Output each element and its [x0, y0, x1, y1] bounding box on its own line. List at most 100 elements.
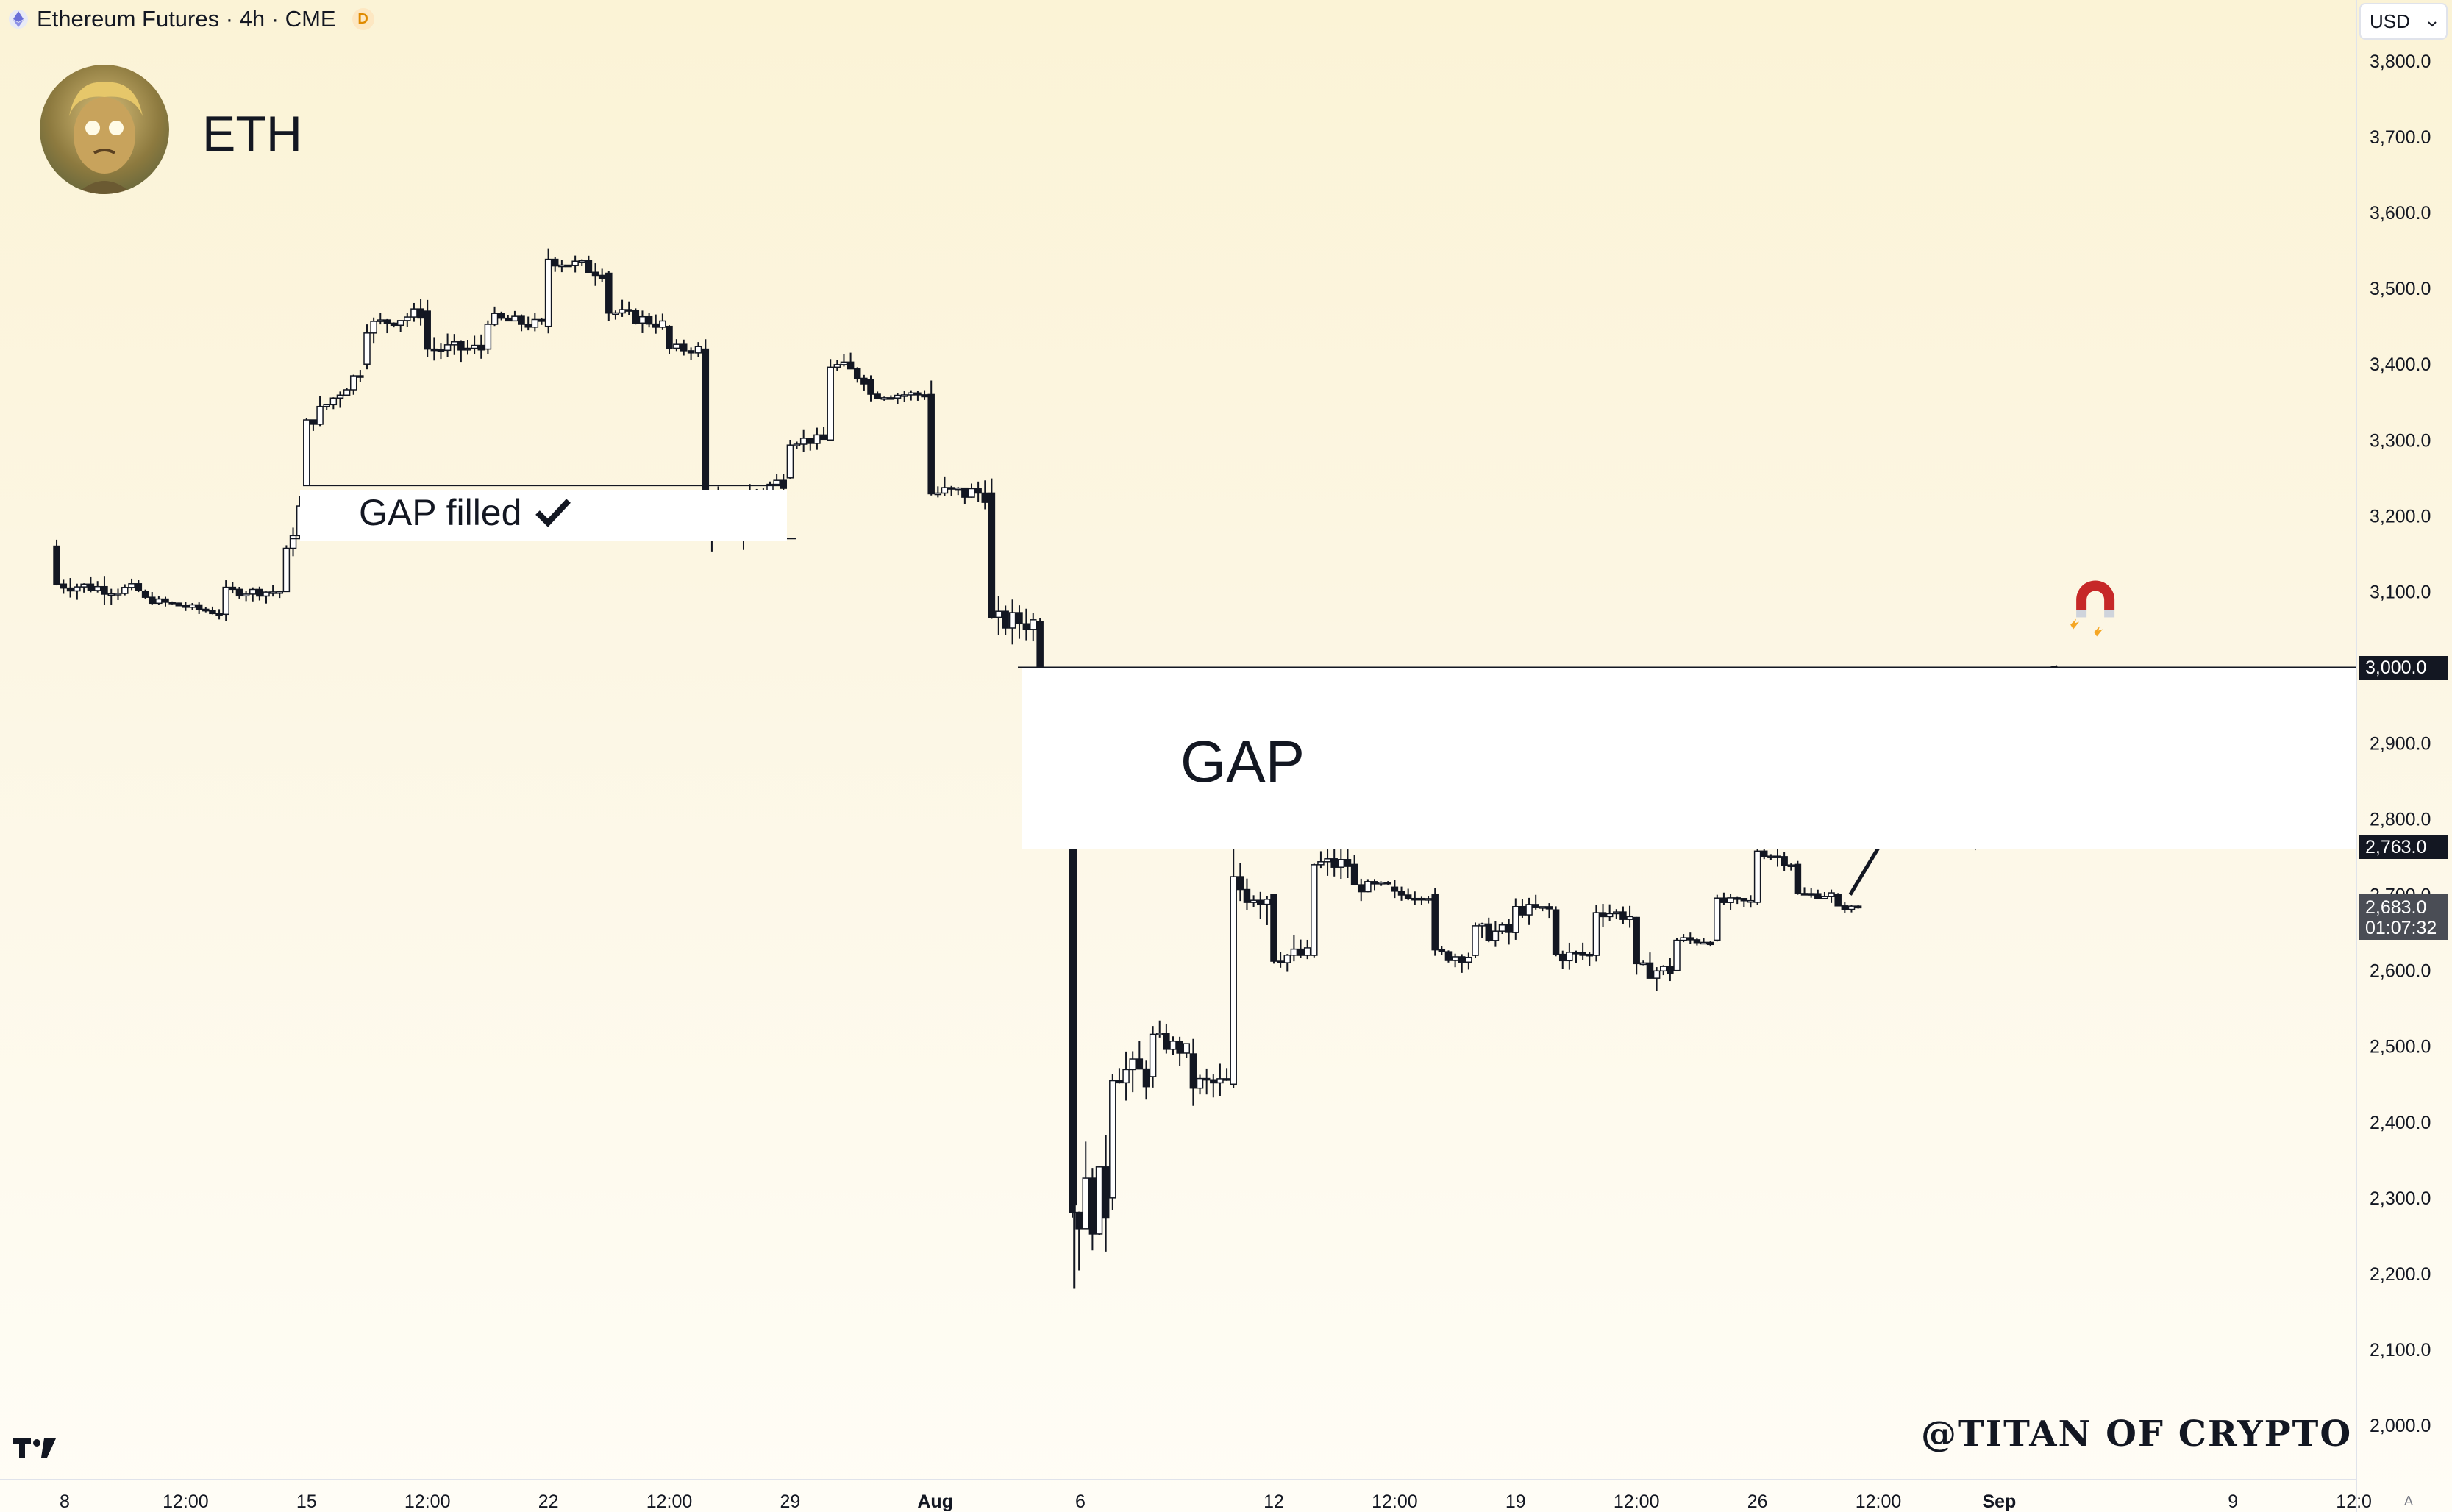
tradingview-logo-icon[interactable]	[13, 1436, 60, 1464]
watermark: @TITAN OF CRYPTO	[1921, 1413, 2353, 1455]
currency-label: USD	[2370, 10, 2410, 32]
candle-down	[175, 602, 183, 607]
candle-down	[1071, 846, 1077, 1206]
candle-up	[410, 308, 418, 318]
candle-down	[1202, 1077, 1211, 1081]
candle-down	[1572, 952, 1580, 955]
candle-down	[1002, 610, 1009, 629]
candle-up	[1129, 1058, 1136, 1071]
candle-up	[1283, 955, 1291, 963]
candle-up	[954, 487, 962, 491]
candle-up	[349, 375, 357, 391]
candle-down	[1854, 905, 1862, 909]
candle-down	[148, 596, 156, 605]
auto-scale-button[interactable]: A	[2403, 1494, 2413, 1508]
candle-up	[1290, 948, 1298, 956]
current-price-tag: 2,683.0 01:07:32	[2359, 894, 2448, 940]
candle-up	[694, 346, 702, 354]
candle-down	[235, 588, 243, 597]
candle-up	[128, 583, 135, 588]
candle-up	[396, 320, 404, 327]
magnet-tip-left	[2076, 610, 2087, 618]
candle-down	[1236, 876, 1244, 891]
candle-down	[1016, 612, 1023, 625]
candle-up	[316, 405, 324, 425]
candle-up	[1183, 1043, 1191, 1054]
candle-up	[484, 324, 492, 350]
y-tick-label: 3,400.0	[2370, 354, 2431, 375]
symbol-title[interactable]: Ethereum Futures · 4h · CME	[37, 6, 336, 32]
candle-down	[1807, 893, 1815, 896]
candle-up	[571, 260, 579, 266]
candle-up	[1109, 1080, 1116, 1199]
candle-up	[363, 332, 371, 365]
candle-up	[900, 394, 908, 397]
candle-up	[1512, 905, 1519, 933]
candle-down	[632, 310, 640, 324]
candle-down	[1774, 855, 1781, 858]
candle-down	[1619, 911, 1627, 920]
x-tick-label: 29	[780, 1491, 800, 1512]
candle-up	[908, 392, 915, 396]
candle-down	[1599, 912, 1607, 918]
y-tick-label: 2,000.0	[2370, 1416, 2431, 1436]
x-tick-label: Sep	[1982, 1491, 2016, 1512]
candle-up	[1525, 904, 1533, 916]
candle-down	[524, 324, 532, 328]
candle-down	[310, 419, 317, 425]
candle-down	[1397, 891, 1405, 896]
candle-down	[921, 394, 928, 398]
candle-down	[1036, 621, 1044, 672]
candle-up	[786, 444, 794, 479]
candle-up	[934, 492, 942, 496]
y-tick-label: 3,500.0	[2370, 279, 2431, 299]
candle-down	[1633, 916, 1640, 965]
candle-down	[860, 377, 868, 385]
candle-down	[687, 350, 695, 354]
candle-up	[1639, 962, 1647, 966]
y-tick-label: 3,300.0	[2370, 430, 2431, 451]
candle-up	[1337, 859, 1345, 868]
current-price: 2,683.0	[2365, 897, 2427, 918]
candle-up	[289, 535, 297, 549]
candle-up	[1472, 925, 1479, 956]
x-tick-label: 12:00	[404, 1491, 451, 1512]
candle-up	[1700, 941, 1708, 945]
symbol-header[interactable]: Ethereum Futures · 4h · CME D	[9, 4, 374, 34]
x-tick-label: 6	[1075, 1491, 1086, 1512]
candle-down	[457, 341, 465, 351]
candle-down	[1210, 1079, 1217, 1084]
candle-down	[383, 319, 391, 324]
candle-up	[1465, 956, 1472, 963]
candle-down	[961, 487, 969, 498]
candle-up	[1747, 899, 1755, 903]
candle-down	[1841, 905, 1849, 910]
candle-down	[1667, 966, 1674, 974]
candle-down	[625, 309, 632, 312]
y-tick-label: 2,900.0	[2370, 734, 2431, 755]
currency-selector[interactable]: USD	[2359, 3, 2448, 40]
magnet-body	[2076, 580, 2115, 610]
data-badge[interactable]: D	[352, 8, 374, 30]
candle-up	[531, 318, 539, 328]
candle-down	[1552, 909, 1560, 955]
gap-label: GAP	[1180, 729, 1305, 794]
candle-up	[282, 547, 291, 593]
candle-down	[215, 613, 223, 616]
asset-label: ETH	[202, 106, 302, 162]
y-tick-label: 2,500.0	[2370, 1037, 2431, 1058]
candle-down	[1579, 952, 1586, 956]
candle-down	[1357, 884, 1365, 893]
candle-down	[1814, 893, 1822, 899]
candle-down	[1391, 886, 1399, 892]
candle-up	[370, 321, 377, 334]
candle-down	[1760, 850, 1768, 857]
candle-down	[847, 361, 855, 370]
candle-down	[437, 349, 445, 352]
candle-up	[222, 586, 229, 616]
candle-down	[505, 317, 512, 322]
candle-down	[598, 274, 606, 279]
candle-up	[1753, 850, 1761, 903]
x-tick-label: 8	[60, 1491, 70, 1512]
candle-down	[820, 434, 827, 441]
